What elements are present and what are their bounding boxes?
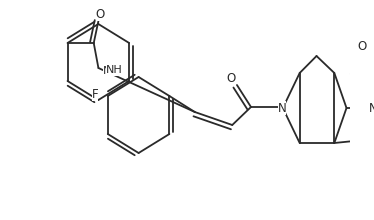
Text: O: O [227, 72, 236, 84]
Text: O: O [96, 7, 105, 20]
Text: NH: NH [103, 66, 120, 76]
Text: O: O [358, 40, 367, 53]
Text: N: N [369, 101, 374, 114]
Text: F: F [92, 88, 98, 101]
Text: NH: NH [106, 65, 123, 75]
Text: N: N [278, 101, 286, 114]
Text: N: N [278, 101, 286, 114]
